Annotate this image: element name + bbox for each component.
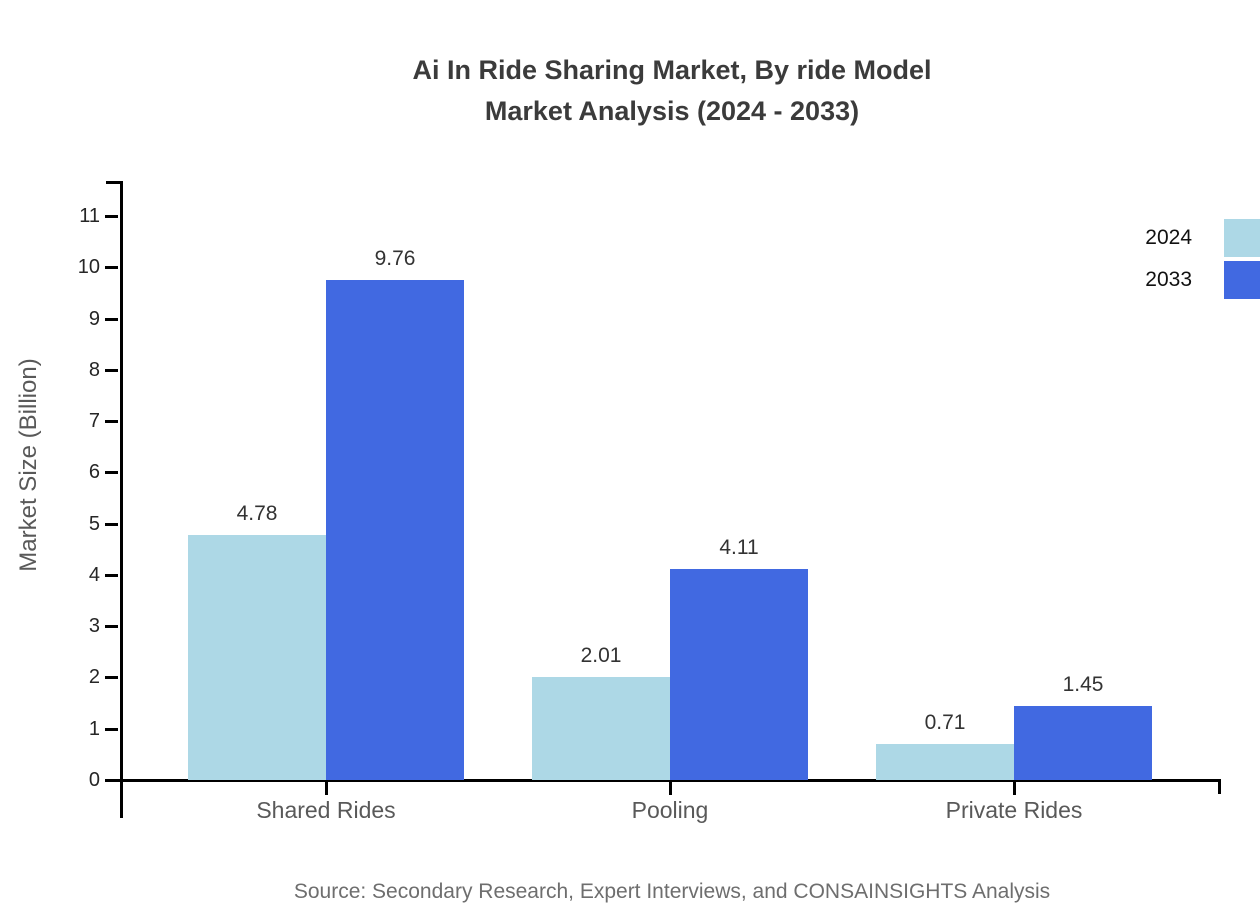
x-tick-label-shared-rides: Shared Rides [256, 797, 396, 823]
y-tick-label: 11 [79, 205, 100, 228]
x-tick-label-pooling: Pooling [631, 797, 709, 823]
y-tick-mark [105, 471, 118, 475]
y-tick-mark [105, 727, 118, 731]
x-tick-mark-shared-rides [325, 782, 328, 795]
y-tick-mark [105, 625, 118, 629]
chart-title: Ai In Ride Sharing Market, By ride Model… [122, 50, 1222, 132]
bar-2024-shared-rides [188, 534, 326, 780]
y-tick-label: 1 [88, 717, 100, 740]
y-tick-mark [105, 317, 118, 321]
y-tick-label: 10 [77, 256, 100, 279]
bar-value-2033-shared-rides: 9.76 [374, 246, 416, 270]
bar-2033-shared-rides [326, 279, 464, 780]
bar-value-2024-pooling: 2.01 [580, 643, 622, 667]
x-tick-mark-private-rides [1013, 782, 1016, 795]
y-tick-mark [105, 522, 118, 526]
bar-2033-pooling [670, 569, 808, 780]
y-tick-label: 7 [88, 410, 100, 433]
bar-2024-pooling [532, 676, 670, 780]
bar-2033-private-rides [1014, 705, 1152, 780]
y-tick-mark [105, 676, 118, 680]
y-tick-mark [105, 779, 118, 782]
y-tick-mark [105, 266, 118, 270]
x-axis-line [106, 779, 1221, 782]
y-tick-label: 9 [88, 307, 100, 330]
legend-swatch-2033 [1224, 261, 1260, 299]
y-tick-mark [105, 215, 118, 219]
x-tick-mark-pooling [669, 782, 672, 795]
y-tick-mark [105, 368, 118, 372]
legend-swatch-2024 [1224, 219, 1260, 257]
source-caption: Source: Secondary Research, Expert Inter… [293, 880, 1051, 903]
y-tick-label: 8 [88, 358, 100, 381]
y-tick-label: 3 [88, 615, 100, 638]
y-tick-label: 2 [88, 666, 100, 689]
bar-value-2033-private-rides: 1.45 [1062, 672, 1104, 696]
y-tick-mark [105, 420, 118, 424]
y-tick-label: 5 [88, 512, 100, 535]
y-tick-label: 4 [88, 563, 100, 586]
y-axis-line [120, 181, 123, 818]
legend-label-2024: 2024 [1145, 226, 1192, 249]
legend: 2024 2033 [1145, 219, 1260, 303]
bar-value-2033-pooling: 4.11 [719, 536, 759, 560]
y-tick-label: 0 [88, 769, 100, 791]
y-axis-top-cap [106, 181, 121, 184]
x-axis-end-cap [1218, 782, 1221, 794]
y-tick-label: 6 [88, 461, 100, 484]
legend-label-2033: 2033 [1145, 268, 1192, 291]
x-tick-label-private-rides: Private Rides [945, 797, 1083, 823]
bar-value-2024-shared-rides: 4.78 [236, 501, 278, 525]
y-tick-mark [105, 573, 118, 577]
chart-title-line2: Market Analysis (2024 - 2033) [484, 96, 860, 126]
legend-row-2024: 2024 [1145, 219, 1260, 257]
bar-value-2024-private-rides: 0.71 [924, 710, 966, 734]
bar-2024-private-rides [876, 743, 1014, 780]
chart-title-line1: Ai In Ride Sharing Market, By ride Model [412, 55, 932, 85]
legend-row-2033: 2033 [1145, 261, 1260, 299]
